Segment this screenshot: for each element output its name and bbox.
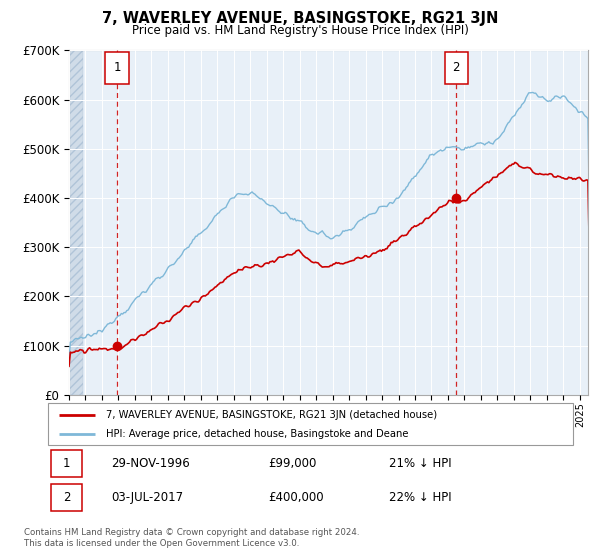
FancyBboxPatch shape <box>50 450 82 477</box>
Text: 21% ↓ HPI: 21% ↓ HPI <box>389 457 452 470</box>
Text: £400,000: £400,000 <box>269 491 324 505</box>
Text: 7, WAVERLEY AVENUE, BASINGSTOKE, RG21 3JN (detached house): 7, WAVERLEY AVENUE, BASINGSTOKE, RG21 3J… <box>106 410 437 420</box>
Text: 1: 1 <box>62 457 70 470</box>
Text: Price paid vs. HM Land Registry's House Price Index (HPI): Price paid vs. HM Land Registry's House … <box>131 24 469 36</box>
FancyBboxPatch shape <box>445 52 468 84</box>
Text: 1: 1 <box>113 62 121 74</box>
Text: 29-NOV-1996: 29-NOV-1996 <box>111 457 190 470</box>
Text: 22% ↓ HPI: 22% ↓ HPI <box>389 491 452 505</box>
Text: 2: 2 <box>452 62 460 74</box>
Text: HPI: Average price, detached house, Basingstoke and Deane: HPI: Average price, detached house, Basi… <box>106 430 408 439</box>
Text: This data is licensed under the Open Government Licence v3.0.: This data is licensed under the Open Gov… <box>24 539 299 548</box>
Text: 2: 2 <box>62 491 70 505</box>
Text: 03-JUL-2017: 03-JUL-2017 <box>111 491 183 505</box>
FancyBboxPatch shape <box>105 52 128 84</box>
Text: £99,000: £99,000 <box>269 457 317 470</box>
Bar <box>69 50 83 395</box>
FancyBboxPatch shape <box>50 484 82 511</box>
Text: Contains HM Land Registry data © Crown copyright and database right 2024.: Contains HM Land Registry data © Crown c… <box>24 528 359 537</box>
FancyBboxPatch shape <box>48 403 573 445</box>
Text: 7, WAVERLEY AVENUE, BASINGSTOKE, RG21 3JN: 7, WAVERLEY AVENUE, BASINGSTOKE, RG21 3J… <box>102 11 498 26</box>
